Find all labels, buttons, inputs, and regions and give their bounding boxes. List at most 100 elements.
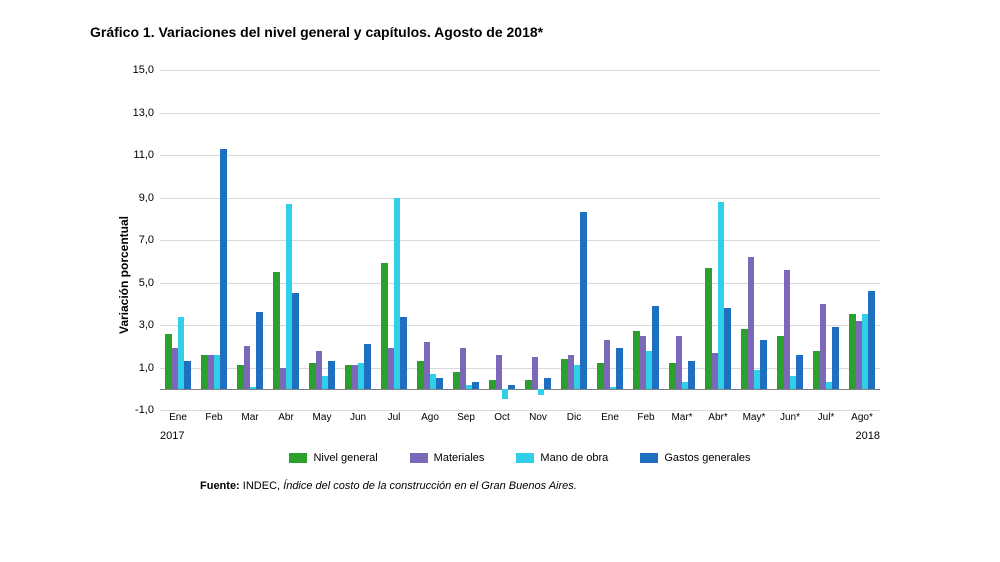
legend-item: Nivel general — [289, 452, 377, 464]
bar — [364, 344, 370, 389]
legend-swatch — [410, 453, 428, 463]
x-tick-label: Ene — [601, 412, 619, 423]
bar — [538, 389, 544, 395]
legend: Nivel general Materiales Mano de obra Gasto… — [160, 452, 880, 464]
bar — [244, 346, 250, 389]
grid-line — [160, 198, 880, 199]
bar — [849, 314, 855, 388]
chart-container: Variación porcentual -1,01,03,05,07,09,0… — [120, 60, 880, 490]
bar — [309, 363, 315, 389]
legend-label: Materiales — [434, 452, 485, 464]
source-line: Fuente: INDEC, Índice del costo de la co… — [200, 480, 577, 492]
x-axis-labels: EneFebMarAbrMayJunJulAgoSepOctNovDicEneF… — [160, 412, 880, 428]
x-tick-label: May* — [743, 412, 766, 423]
x-tick-label: Jun — [350, 412, 366, 423]
bar — [352, 365, 358, 388]
bar — [580, 212, 586, 388]
legend-item: Materiales — [410, 452, 485, 464]
chart-title: Gráfico 1. Variaciones del nivel general… — [90, 24, 543, 40]
bar — [856, 321, 862, 389]
bar — [784, 270, 790, 389]
bar — [208, 355, 214, 389]
x-tick-label: Ene — [169, 412, 187, 423]
grid-line — [160, 410, 880, 411]
bar — [868, 291, 874, 389]
bar — [832, 327, 838, 389]
bar — [741, 329, 747, 389]
bar — [597, 363, 603, 389]
y-tick-label: 5,0 — [139, 277, 154, 289]
bar — [201, 355, 207, 389]
y-tick-label: -1,0 — [135, 404, 154, 416]
bar — [453, 372, 459, 389]
bar — [388, 348, 394, 388]
bar — [508, 385, 514, 389]
x-tick-label: Feb — [205, 412, 222, 423]
bar — [184, 361, 190, 389]
legend-label: Mano de obra — [540, 452, 608, 464]
bar — [616, 348, 622, 388]
bar — [525, 380, 531, 389]
bar — [316, 351, 322, 389]
grid-line — [160, 368, 880, 369]
legend-label: Gastos generales — [664, 452, 750, 464]
x-tick-label: Ago — [421, 412, 439, 423]
x-tick-label: Jul — [388, 412, 401, 423]
x-tick-label: Mar* — [671, 412, 692, 423]
bar — [489, 380, 495, 389]
bar — [568, 355, 574, 389]
bar — [400, 317, 406, 389]
bar — [292, 293, 298, 389]
grid-line — [160, 325, 880, 326]
bar — [705, 268, 711, 389]
y-tick-label: 13,0 — [133, 107, 154, 119]
x-tick-label: Feb — [637, 412, 654, 423]
bar — [256, 312, 262, 389]
grid-line — [160, 240, 880, 241]
grid-line — [160, 113, 880, 114]
bar — [633, 331, 639, 388]
bar — [328, 361, 334, 389]
x-tick-label: Sep — [457, 412, 475, 423]
legend-label: Nivel general — [313, 452, 377, 464]
x-tick-label: May — [313, 412, 332, 423]
bar — [777, 336, 783, 389]
zero-line — [160, 389, 880, 390]
legend-swatch — [640, 453, 658, 463]
y-tick-label: 3,0 — [139, 319, 154, 331]
grid-line — [160, 283, 880, 284]
bar — [796, 355, 802, 389]
plot-area: -1,01,03,05,07,09,011,013,015,0 — [160, 70, 880, 410]
bar — [472, 382, 478, 388]
bar — [424, 342, 430, 389]
bar — [604, 340, 610, 389]
bar — [460, 348, 466, 388]
legend-swatch — [289, 453, 307, 463]
bar — [813, 351, 819, 389]
year-start: 2017 — [160, 430, 184, 442]
y-axis-label: Variación porcentual — [117, 216, 131, 334]
x-tick-label: Ago* — [851, 412, 873, 423]
grid-line — [160, 155, 880, 156]
page: Gráfico 1. Variaciones del nivel general… — [0, 0, 1000, 562]
x-tick-label: Dic — [567, 412, 581, 423]
bar — [172, 348, 178, 388]
bar — [220, 149, 226, 389]
bar — [496, 355, 502, 389]
bar — [724, 308, 730, 389]
y-tick-label: 7,0 — [139, 234, 154, 246]
grid-line — [160, 70, 880, 71]
x-tick-label: Jul* — [818, 412, 835, 423]
bar — [273, 272, 279, 389]
source-label: Fuente: — [200, 480, 240, 492]
year-end: 2018 — [856, 430, 880, 442]
bar — [165, 334, 171, 389]
source-italic: Índice del costo de la construcción en e… — [283, 480, 577, 492]
x-tick-label: Jun* — [780, 412, 800, 423]
bar — [669, 363, 675, 389]
legend-item: Mano de obra — [516, 452, 608, 464]
bar — [345, 365, 351, 388]
y-tick-label: 9,0 — [139, 192, 154, 204]
x-tick-label: Abr* — [708, 412, 727, 423]
bar — [820, 304, 826, 389]
